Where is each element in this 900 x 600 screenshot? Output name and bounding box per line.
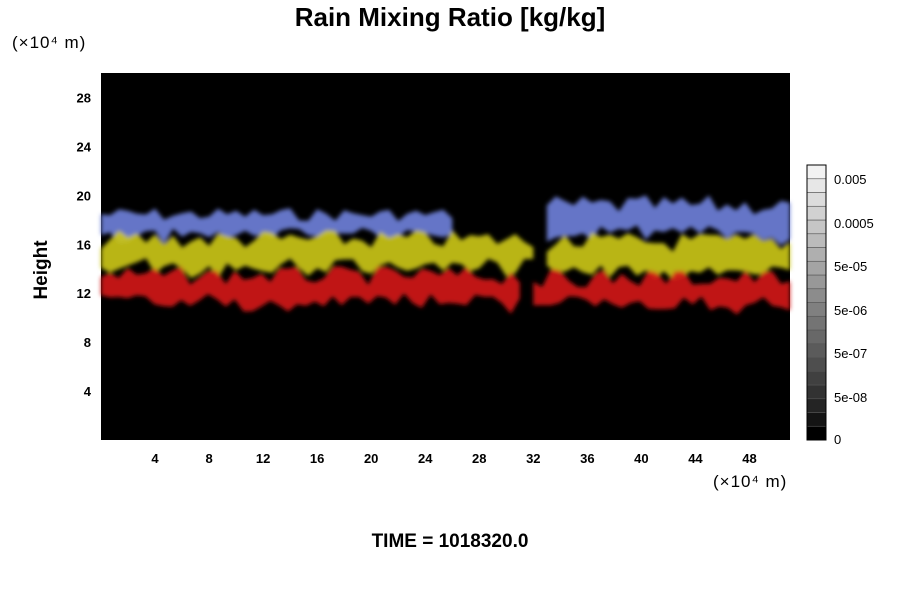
- colorbar-label: 0.005: [834, 172, 867, 187]
- x-tick-label: 12: [256, 451, 270, 466]
- x-tick-label: 40: [634, 451, 648, 466]
- x-tick-label: 24: [418, 451, 433, 466]
- x-tick-label: 32: [526, 451, 540, 466]
- colorbar-swatch: [806, 274, 827, 290]
- colorbar-swatch: [806, 219, 827, 235]
- colorbar-swatch: [806, 260, 827, 276]
- colorbar-swatch: [806, 315, 827, 331]
- x-tick-label: 8: [205, 451, 212, 466]
- colorbar-swatch: [806, 329, 827, 345]
- colorbar-swatch: [806, 302, 827, 317]
- colorbar-swatch: [806, 343, 827, 358]
- y-tick-label: 16: [77, 237, 91, 252]
- cloud-band-2-1: [533, 268, 790, 315]
- time-label: TIME = 1018320.0: [371, 531, 529, 552]
- x-tick-label: 28: [472, 451, 486, 466]
- y-tick-label: 20: [77, 188, 91, 203]
- cloud-band-0-1: [546, 195, 790, 246]
- colorbar-swatch: [806, 164, 827, 180]
- colorbar-swatch: [806, 384, 827, 400]
- colorbar-label: 5e-08: [834, 390, 867, 405]
- colorbar-swatch: [806, 288, 827, 303]
- y-tick-label: 28: [77, 90, 91, 105]
- x-axis-unit: (×10⁴ m): [713, 472, 788, 491]
- cloud-band-1-1: [546, 232, 790, 280]
- x-tick-label: 16: [310, 451, 324, 466]
- colorbar-swatch: [806, 247, 827, 262]
- x-tick-label: 36: [580, 451, 594, 466]
- colorbar-label: 0.0005: [834, 216, 874, 231]
- colorbar-label: 0: [834, 432, 841, 447]
- x-tick-label: 20: [364, 451, 378, 466]
- colorbar-swatch: [806, 233, 827, 248]
- colorbar-label: 5e-05: [834, 259, 867, 274]
- colorbar-swatch: [806, 370, 827, 386]
- y-tick-label: 12: [77, 286, 91, 301]
- colorbar-swatch: [806, 357, 827, 372]
- chart-title: Rain Mixing Ratio [kg/kg]: [294, 2, 606, 32]
- y-axis-unit: (×10⁴ m): [12, 33, 87, 52]
- colorbar-swatch: [806, 398, 827, 413]
- cloud-band-1-0: [101, 230, 534, 279]
- x-tick-label: 48: [742, 451, 756, 466]
- colorbar-swatch: [806, 425, 827, 441]
- colorbar-swatch: [806, 412, 827, 427]
- y-tick-label: 24: [77, 139, 92, 154]
- cloud-band-0-0: [101, 208, 453, 244]
- colorbar-swatch: [806, 205, 827, 221]
- colorbar-frame: [806, 164, 827, 441]
- y-tick-label: 8: [84, 335, 91, 350]
- x-tick-label: 4: [151, 451, 159, 466]
- colorbar-swatch: [806, 192, 827, 207]
- colorbar-label: 5e-06: [834, 303, 867, 318]
- x-tick-label: 44: [688, 451, 703, 466]
- colorbar-label: 5e-07: [834, 346, 867, 361]
- cloud-band-2-0: [101, 266, 520, 314]
- colorbar-swatch: [806, 178, 827, 193]
- y-tick-label: 4: [84, 384, 92, 399]
